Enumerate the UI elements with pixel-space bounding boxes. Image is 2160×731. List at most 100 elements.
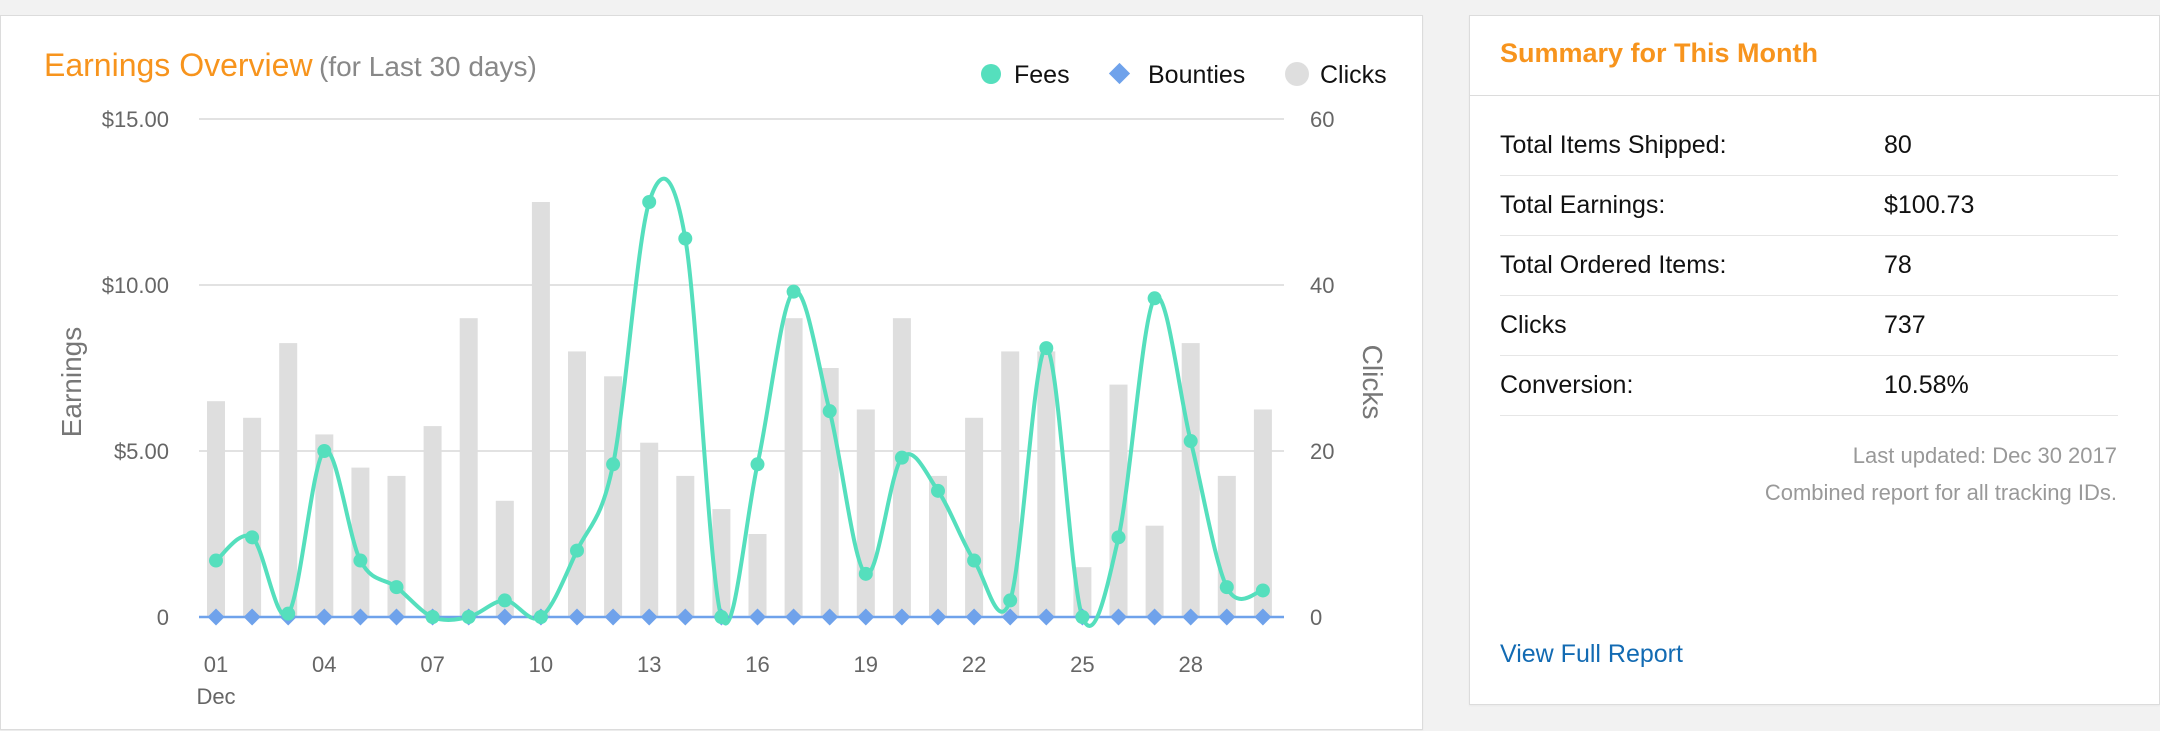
summary-card: Summary for This Month Total Items Shipp… bbox=[1469, 15, 2160, 705]
clicks-bar[interactable] bbox=[531, 202, 550, 617]
bounties-point[interactable] bbox=[351, 608, 369, 626]
x-tick-label: 10 bbox=[529, 652, 553, 677]
fees-point[interactable] bbox=[281, 606, 296, 621]
fees-point[interactable] bbox=[209, 553, 223, 568]
clicks-bar[interactable] bbox=[1253, 409, 1272, 618]
fees-point[interactable] bbox=[750, 457, 765, 472]
summary-row-conversion: Conversion: 10.58% bbox=[1500, 356, 2118, 416]
bounties-point[interactable] bbox=[1254, 608, 1272, 626]
legend-item-clicks[interactable]: Clicks bbox=[1285, 61, 1387, 89]
fees-point[interactable] bbox=[714, 610, 729, 624]
x-tick-label: 01 bbox=[204, 652, 228, 677]
fees-point[interactable] bbox=[1255, 583, 1270, 598]
summary-table: Total Items Shipped: 80 Total Earnings: … bbox=[1500, 116, 2118, 416]
fees-point[interactable] bbox=[1039, 341, 1054, 356]
clicks-bar[interactable] bbox=[1037, 351, 1056, 617]
fees-point[interactable] bbox=[678, 231, 693, 246]
bounties-point[interactable] bbox=[1146, 608, 1164, 626]
legend-fees-label: Fees bbox=[1014, 61, 1070, 89]
summary-label-clicks: Clicks bbox=[1500, 311, 1567, 339]
bounties-point[interactable] bbox=[604, 608, 622, 626]
clicks-bar[interactable] bbox=[495, 500, 514, 617]
clicks-bar[interactable] bbox=[748, 534, 767, 617]
clicks-bar[interactable] bbox=[207, 401, 225, 617]
fees-point[interactable] bbox=[317, 444, 332, 458]
clicks-bar[interactable] bbox=[640, 442, 659, 617]
bounties-point[interactable] bbox=[1218, 608, 1236, 626]
legend-item-bounties[interactable]: Bounties bbox=[1108, 61, 1245, 89]
fees-point[interactable] bbox=[931, 483, 945, 498]
fees-point[interactable] bbox=[786, 284, 801, 299]
fees-point[interactable] bbox=[425, 610, 440, 624]
bounties-point[interactable] bbox=[243, 608, 261, 626]
fees-point[interactable] bbox=[497, 593, 512, 608]
fees-point[interactable] bbox=[1111, 530, 1126, 545]
clicks-bar[interactable] bbox=[459, 318, 478, 617]
fees-point[interactable] bbox=[858, 566, 873, 581]
fees-point[interactable] bbox=[642, 195, 657, 209]
bounties-point[interactable] bbox=[315, 608, 333, 626]
bounties-point[interactable] bbox=[388, 608, 405, 626]
y-tick-label-right: 0 bbox=[1310, 605, 1322, 630]
bounties-point[interactable] bbox=[857, 608, 875, 626]
clicks-bar[interactable] bbox=[1145, 525, 1164, 617]
earnings-overview-card: 0 $5.00 $10.00 $15.00 0 20 40 60 01 04 07 10 13 16 19 2… bbox=[0, 15, 1423, 730]
bounties-point[interactable] bbox=[965, 608, 983, 626]
clicks-bar[interactable] bbox=[279, 343, 298, 617]
view-full-report-link[interactable]: View Full Report bbox=[1500, 640, 1683, 668]
fees-point[interactable] bbox=[1147, 291, 1162, 306]
bounties-point[interactable] bbox=[821, 608, 839, 626]
clicks-bar[interactable] bbox=[929, 475, 947, 617]
clicks-bar[interactable] bbox=[892, 318, 911, 617]
fees-point[interactable] bbox=[389, 580, 404, 595]
clicks-bar[interactable] bbox=[243, 417, 262, 617]
clicks-bar[interactable] bbox=[856, 409, 875, 618]
clicks-bar[interactable] bbox=[423, 426, 442, 617]
last-updated-text: Last updated: Dec 30 2017 bbox=[1852, 443, 2117, 468]
clicks-bar[interactable] bbox=[387, 475, 406, 617]
summary-title: Summary for This Month bbox=[1500, 38, 1819, 68]
fees-point[interactable] bbox=[245, 530, 260, 545]
fees-point[interactable] bbox=[1075, 610, 1090, 624]
clicks-bar[interactable] bbox=[676, 475, 695, 617]
fees-point[interactable] bbox=[822, 404, 837, 419]
fees-point[interactable] bbox=[533, 610, 548, 624]
legend-item-fees[interactable]: Fees bbox=[981, 61, 1070, 89]
bounties-point[interactable] bbox=[568, 608, 586, 626]
bounties-point[interactable] bbox=[785, 608, 803, 626]
fees-point[interactable] bbox=[1219, 580, 1234, 595]
clicks-bar[interactable] bbox=[784, 318, 803, 617]
bounties-point[interactable] bbox=[1037, 608, 1055, 626]
y-tick-label-left: $10.00 bbox=[102, 273, 169, 298]
x-tick-label: 13 bbox=[637, 652, 661, 677]
legend-bounties-label: Bounties bbox=[1148, 61, 1245, 89]
bounties-point[interactable] bbox=[496, 608, 514, 626]
bounties-point[interactable] bbox=[749, 608, 766, 626]
bounties-point[interactable] bbox=[1182, 608, 1200, 626]
fees-point[interactable] bbox=[1003, 593, 1018, 608]
bounties-point[interactable] bbox=[207, 608, 225, 626]
clicks-bar[interactable] bbox=[1001, 351, 1020, 617]
clicks-bar[interactable] bbox=[315, 434, 334, 617]
fees-point[interactable] bbox=[461, 610, 476, 624]
fees-point[interactable] bbox=[606, 457, 621, 472]
chart-title: Earnings Overview bbox=[44, 47, 313, 83]
clicks-bar[interactable] bbox=[1181, 343, 1200, 617]
bounties-point[interactable] bbox=[929, 608, 947, 626]
fees-point[interactable] bbox=[1183, 434, 1198, 449]
bounties-point[interactable] bbox=[893, 608, 911, 626]
summary-row-items-shipped: Total Items Shipped: 80 bbox=[1500, 116, 2118, 176]
fees-point[interactable] bbox=[967, 553, 982, 568]
clicks-bar[interactable] bbox=[1217, 475, 1236, 617]
clicks-bar[interactable] bbox=[965, 417, 984, 617]
bounties-point[interactable] bbox=[1110, 608, 1127, 626]
clicks-bar[interactable] bbox=[568, 351, 586, 617]
bounties-point[interactable] bbox=[640, 608, 658, 626]
fees-point[interactable] bbox=[894, 450, 909, 465]
y-tick-label-right: 40 bbox=[1310, 273, 1334, 298]
bounties-point[interactable] bbox=[676, 608, 694, 626]
bounties-point[interactable] bbox=[1001, 608, 1019, 626]
fees-point[interactable] bbox=[570, 543, 584, 558]
clicks-bar[interactable] bbox=[351, 467, 370, 617]
fees-point[interactable] bbox=[353, 553, 368, 568]
